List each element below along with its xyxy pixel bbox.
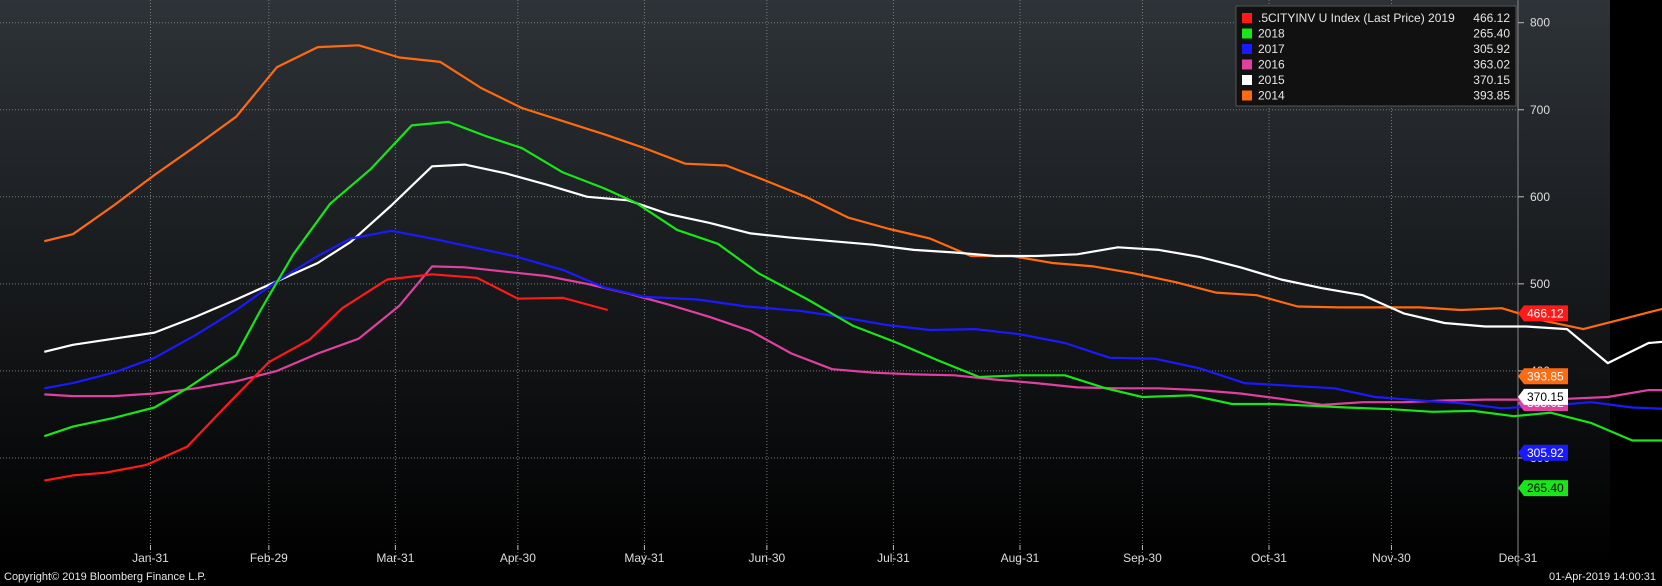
y-tick-label: 600 xyxy=(1530,190,1550,204)
last-value-label: 305.92 xyxy=(1527,446,1564,460)
grid xyxy=(0,0,1519,566)
legend-entry-value: 363.02 xyxy=(1473,58,1510,72)
last-value-badge xyxy=(1518,388,1568,405)
legend-entry-value: 393.85 xyxy=(1473,89,1510,103)
last-value-badge xyxy=(1518,480,1568,497)
last-value-label: 370.15 xyxy=(1527,390,1564,404)
x-tick-label: Jun-30 xyxy=(749,551,786,565)
y-tick-label: 800 xyxy=(1530,16,1550,30)
x-tick-label: May-31 xyxy=(624,551,664,565)
series-line xyxy=(44,229,1662,410)
legend-entry-value: 466.12 xyxy=(1473,11,1510,25)
x-tick-label: Jan-31 xyxy=(132,551,169,565)
x-tick-label: Oct-31 xyxy=(1251,551,1287,565)
last-value-label: 466.12 xyxy=(1527,306,1564,320)
legend-swatch xyxy=(1242,75,1252,85)
last-value-badge xyxy=(1518,305,1568,322)
legend-entry-value: 305.92 xyxy=(1473,42,1510,56)
series-line xyxy=(44,273,608,482)
x-tick-label: Nov-30 xyxy=(1372,551,1411,565)
series-lines xyxy=(43,44,1662,482)
legend-entry-value: 265.40 xyxy=(1473,27,1510,41)
series-line xyxy=(44,44,1662,331)
legend: .5CITYINV U Index (Last Price) 2019 466.1… xyxy=(1235,5,1517,107)
legend-entry-name: 2016 xyxy=(1258,58,1285,72)
x-tick-label: Apr-30 xyxy=(500,551,536,565)
last-value-label: 393.85 xyxy=(1527,369,1564,383)
legend-entry-name: 2018 xyxy=(1258,27,1285,41)
legend-box xyxy=(1235,5,1517,107)
legend-entry-value: 370.15 xyxy=(1473,73,1510,87)
series-line xyxy=(44,163,1662,365)
legend-entry-name: 2017 xyxy=(1258,42,1285,56)
last-value-label: 265.40 xyxy=(1527,481,1564,495)
legend-swatch xyxy=(1242,59,1252,70)
last-value-badge xyxy=(1518,368,1568,385)
x-tick-label: Mar-31 xyxy=(376,551,414,565)
legend-entry-name: 2014 xyxy=(1258,89,1285,103)
y-tick-label: 500 xyxy=(1530,277,1550,291)
legend-swatch xyxy=(1242,44,1252,54)
y-tick-label: 700 xyxy=(1530,103,1550,117)
legend-entry-name: 2015 xyxy=(1258,73,1285,87)
series-line xyxy=(44,265,1662,406)
legend-swatch xyxy=(1242,28,1252,39)
copyright-text: Copyright© 2019 Bloomberg Finance L.P. xyxy=(4,571,207,583)
legend-swatch xyxy=(1242,90,1252,101)
x-tick-label: Jul-31 xyxy=(877,551,910,565)
legend-entry-name: .5CITYINV U Index (Last Price) 2019 xyxy=(1258,11,1455,25)
x-axis: Jan-31 Feb-29 Mar-31 Apr-30 May-31 Jun-30 Jul-… xyxy=(132,545,1538,565)
last-value-badge xyxy=(1518,444,1568,461)
legend-swatch xyxy=(1242,13,1252,23)
x-tick-label: Aug-31 xyxy=(1001,551,1040,565)
x-tick-label: Feb-29 xyxy=(250,551,288,565)
series-line xyxy=(43,120,1662,442)
x-tick-label: Sep-30 xyxy=(1123,551,1162,565)
timestamp-text: 01-Apr-2019 14:00:31 xyxy=(1548,571,1656,583)
